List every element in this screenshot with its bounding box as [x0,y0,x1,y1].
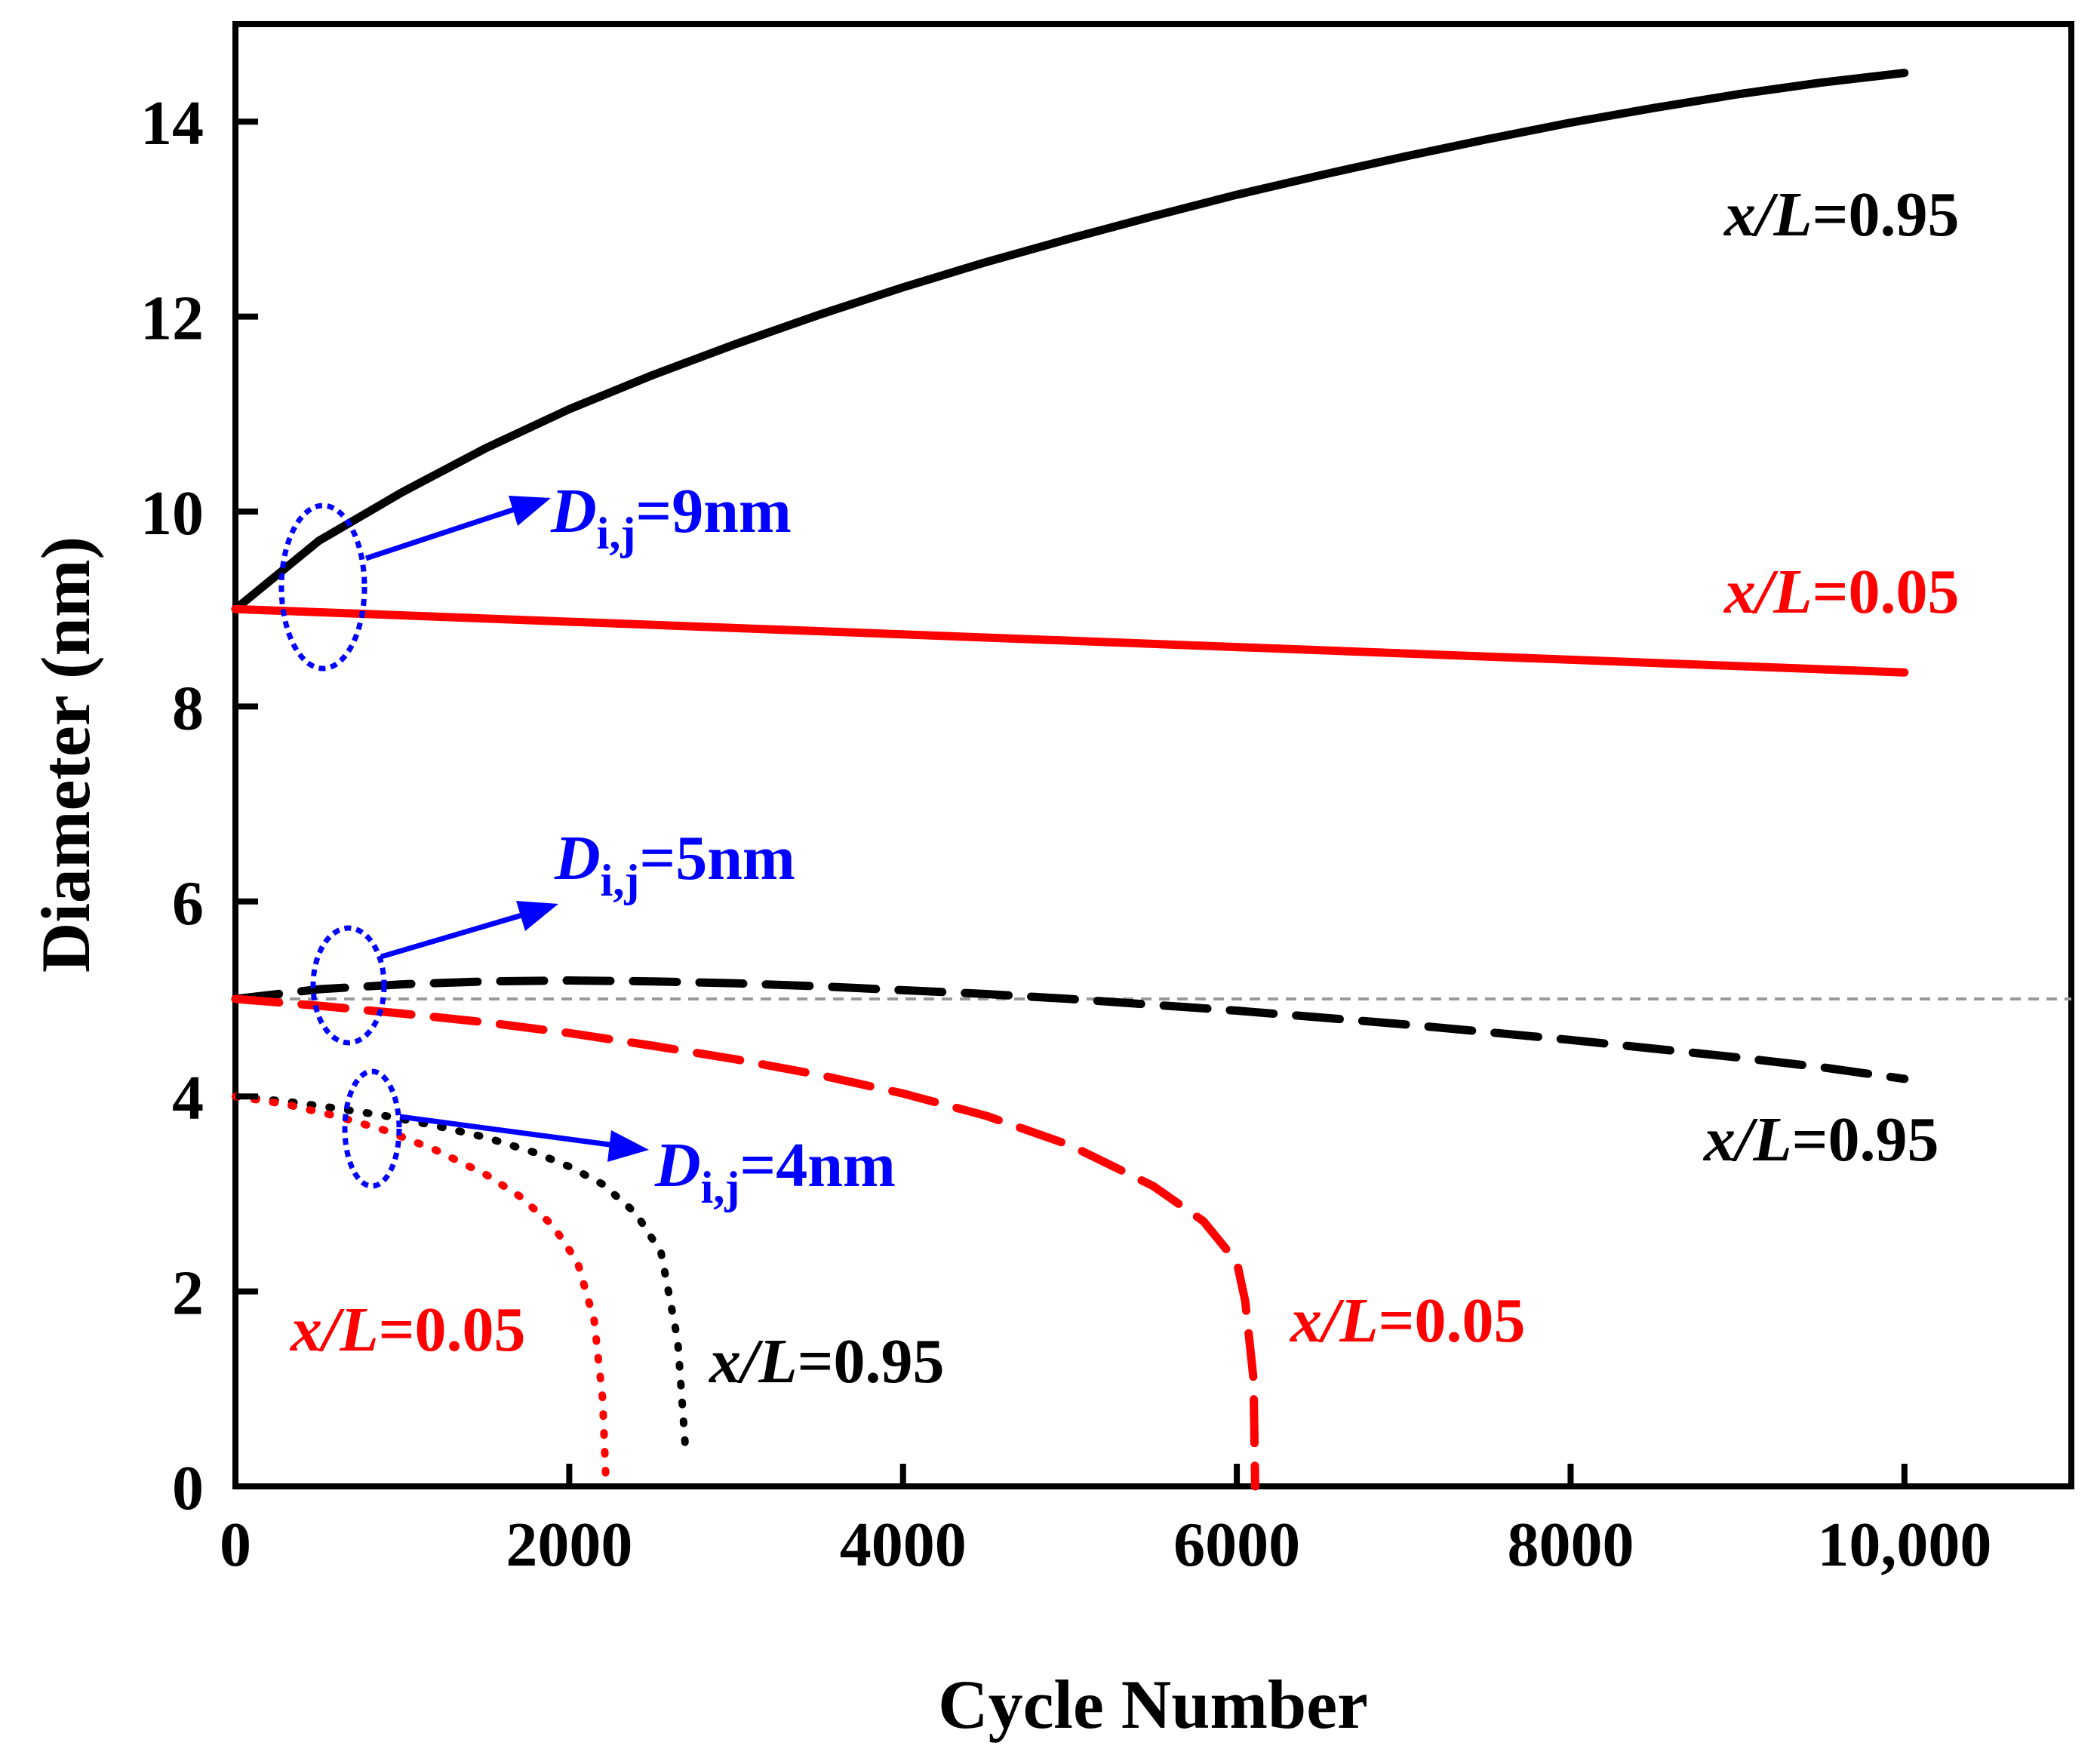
plot-frame [232,21,2074,1489]
arrowhead-d9 [509,496,551,526]
label-xl-005-low: x/L=0.05 [289,1295,526,1365]
x-axis-title: Cycle Number [938,1666,1368,1743]
y-tick-label: 14 [140,88,204,158]
marker-d5 [310,925,387,1046]
x-tick-label: 4000 [840,1510,967,1580]
series-line-4 [232,1093,690,1461]
annotation-d9: Di,j=9nm [550,476,792,558]
series-line-2 [231,976,1909,1083]
arrowhead-d4 [607,1130,649,1162]
series-line-1 [231,604,1909,677]
y-tick-label: 6 [172,868,204,939]
x-tick-label: 6000 [1173,1510,1300,1580]
series-line-0 [231,69,1909,613]
annotation-d4: Di,j=4nm [654,1130,896,1212]
y-tick-label: 12 [140,284,204,354]
label-xl-005-top: x/L=0.05 [1723,557,1960,627]
y-axis-title: Diameter (nm) [27,536,104,973]
ellipse-d9 [278,502,367,672]
x-tick-label: 2000 [506,1510,632,1580]
series-line-3 [231,994,1259,1491]
x-tick-label: 10,000 [1817,1510,1991,1580]
arrow-d9 [364,496,551,561]
y-tick-label: 8 [172,673,204,743]
arrow-d5 [380,901,558,960]
y-tick-label: 4 [172,1063,204,1133]
x-tick-label: 8000 [1507,1510,1634,1580]
annotation-d5: Di,j=5nm [554,823,795,905]
arrowhead-d5 [516,901,558,931]
label-xl-005-mid: x/L=0.05 [1289,1286,1526,1356]
x-tick-label: 0 [220,1510,251,1580]
ellipse-d4 [342,1068,402,1189]
y-tick-label: 0 [172,1453,204,1523]
label-xl-095-mid: x/L=0.95 [1702,1105,1939,1175]
label-xl-095-top: x/L=0.95 [1723,180,1960,250]
arrow-d4 [399,1114,649,1162]
y-tick-label: 10 [140,478,204,549]
y-tick-label: 2 [172,1259,204,1329]
series-line-5 [232,1093,610,1486]
marker-d4 [342,1068,402,1189]
label-xl-095-low: x/L=0.95 [708,1326,945,1397]
marker-d9 [278,502,367,672]
ellipse-d5 [310,925,387,1046]
